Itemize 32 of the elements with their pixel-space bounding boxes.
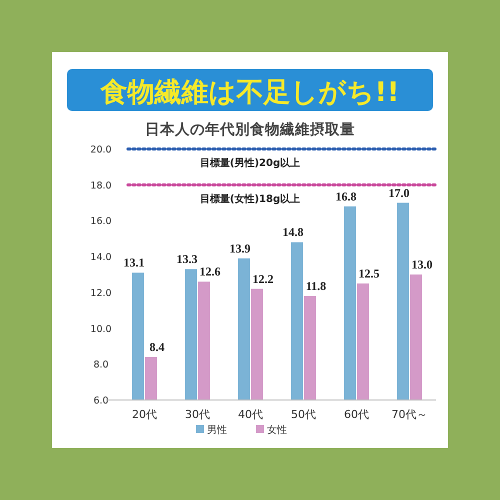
data-label: 13.9 (230, 241, 250, 256)
y-tick-label: 20.0 (90, 144, 112, 156)
data-label: 13.0 (412, 258, 432, 272)
data-label: 17.0 (388, 186, 410, 200)
x-tick-label: 40代 (238, 408, 263, 421)
x-tick-label: 50代 (291, 408, 316, 421)
data-label: 12.2 (252, 272, 274, 286)
legend-label: 女性 (267, 424, 287, 436)
legend-label: 男性 (207, 424, 227, 436)
ref-line-label: 目標量(男性)20g以上 (200, 157, 300, 169)
data-label: 13.1 (124, 256, 144, 270)
y-tick-label: 6.0 (93, 396, 109, 406)
x-tick-label: 30代 (185, 408, 210, 421)
x-tick-label: 70代～ (392, 408, 428, 421)
data-label: 11.8 (306, 279, 326, 294)
y-tick-label: 14.0 (90, 252, 112, 264)
y-tick-label: 18.0 (90, 180, 112, 192)
chart-subtitle: 日本人の年代別食物繊維摂取量 (145, 121, 355, 138)
data-label: 14.8 (282, 225, 304, 240)
ref-line-label: 目標量(女性)18g以上 (200, 192, 300, 205)
y-tick-label: 16.0 (90, 216, 112, 228)
data-label: 16.8 (336, 189, 356, 204)
y-tick-label: 8.0 (93, 360, 109, 371)
data-label: 12.5 (358, 266, 380, 280)
data-label: 8.4 (150, 340, 164, 354)
data-label: 13.3 (176, 252, 198, 266)
y-tick-label: 10.0 (90, 324, 112, 335)
chart-title: 食物繊維は不足しがち!! (100, 77, 400, 108)
x-tick-label: 20代 (132, 408, 157, 421)
x-tick-label: 60代 (344, 408, 369, 421)
y-tick-label: 12.0 (90, 288, 112, 299)
data-label: 12.6 (200, 264, 220, 279)
